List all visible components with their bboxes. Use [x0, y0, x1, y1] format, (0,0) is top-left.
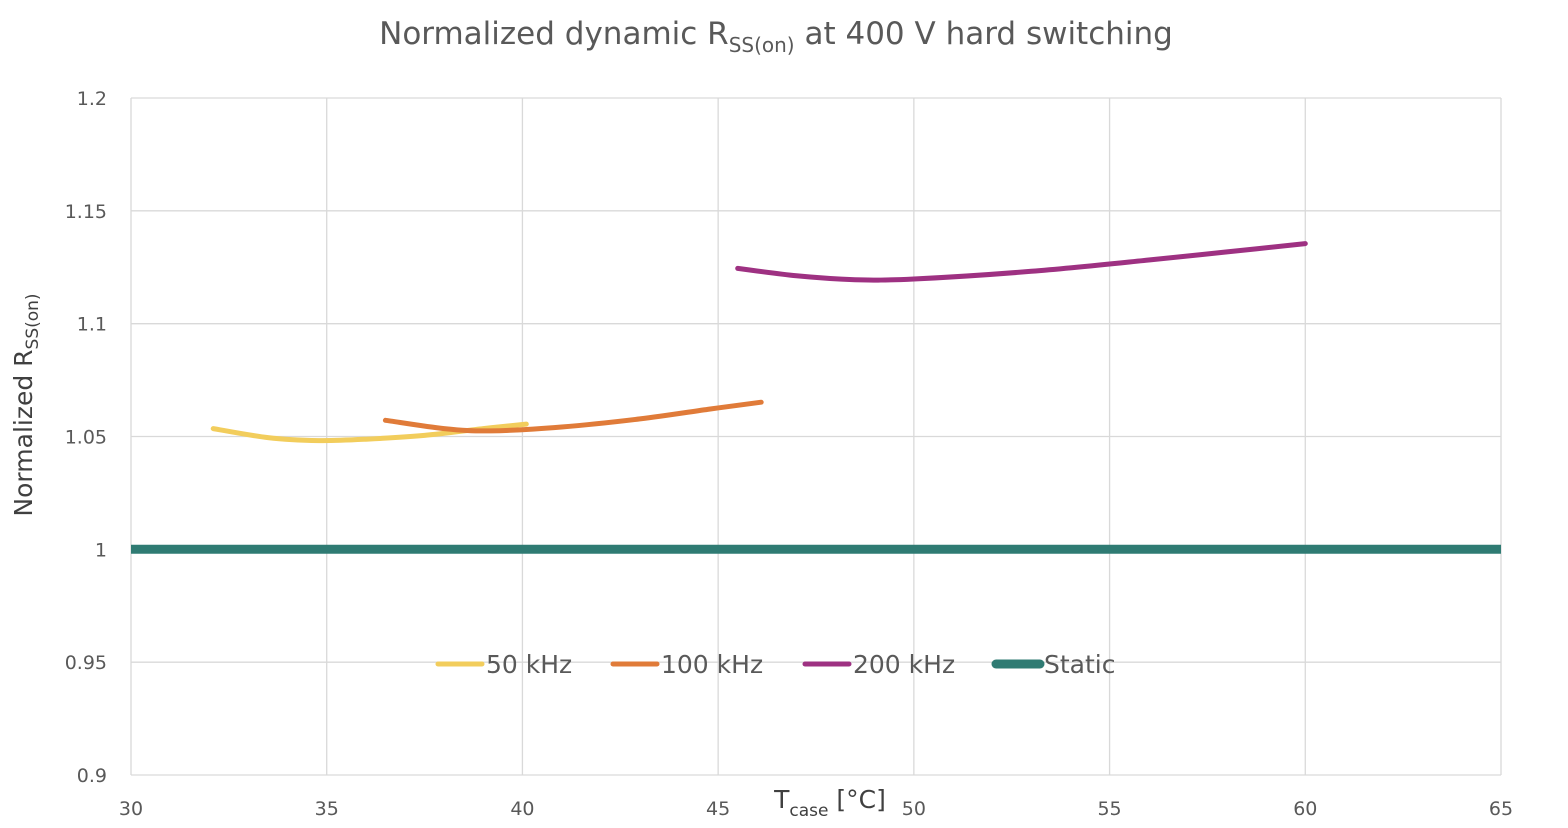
y-axis-title-subscript: SS(on)	[23, 293, 43, 349]
x-tick-label: 35	[315, 798, 339, 820]
x-axis-tick-labels: 30 35 40 45 50 55 60 65	[119, 798, 1513, 820]
chart-title-main: Normalized dynamic R	[379, 16, 729, 52]
legend-label-100-khz: 100 kHz	[661, 650, 763, 679]
legend: 50 kHz 100 kHz 200 kHz Static	[435, 650, 1115, 679]
y-tick-label: 1	[95, 539, 107, 561]
legend-label-200-khz: 200 kHz	[853, 650, 955, 679]
chart-title-suffix: at 400 V hard switching	[795, 16, 1173, 52]
x-tick-label: 55	[1097, 798, 1121, 820]
y-tick-label: 0.9	[77, 765, 107, 787]
legend-label-static: Static	[1044, 650, 1115, 679]
x-tick-label: 65	[1489, 798, 1513, 820]
legend-label-50-khz: 50 kHz	[486, 650, 572, 679]
x-axis-title-subscript: case	[789, 801, 828, 821]
chart-title-subscript: SS(on)	[729, 33, 795, 57]
y-tick-label: 1.2	[77, 88, 107, 110]
x-axis-title-suffix: [°C]	[828, 785, 885, 814]
x-tick-label: 40	[510, 798, 534, 820]
x-tick-label: 45	[706, 798, 730, 820]
y-tick-label: 1.1	[77, 314, 107, 336]
chart-title: Normalized dynamic RSS(on) at 400 V hard…	[379, 16, 1173, 57]
y-tick-label: 0.95	[65, 652, 107, 674]
y-tick-label: 1.15	[65, 201, 107, 223]
y-axis-tick-labels: 0.9 0.95 1 1.05 1.1 1.15 1.2	[65, 88, 107, 787]
series-lines	[131, 241, 1501, 554]
grid-lines	[130, 97, 1502, 776]
x-axis-title: Tcase [°C]	[773, 785, 886, 821]
series-line-100-khz	[382, 399, 764, 434]
x-tick-label: 50	[902, 798, 926, 820]
series-line-200-khz	[735, 241, 1308, 283]
y-axis-title-main: Normalized R	[9, 349, 38, 516]
y-axis-title: Normalized RSS(on)	[9, 293, 43, 516]
y-tick-label: 1.05	[65, 427, 107, 449]
x-tick-label: 60	[1293, 798, 1317, 820]
x-tick-label: 30	[119, 798, 143, 820]
x-axis-title-main: T	[773, 785, 790, 814]
